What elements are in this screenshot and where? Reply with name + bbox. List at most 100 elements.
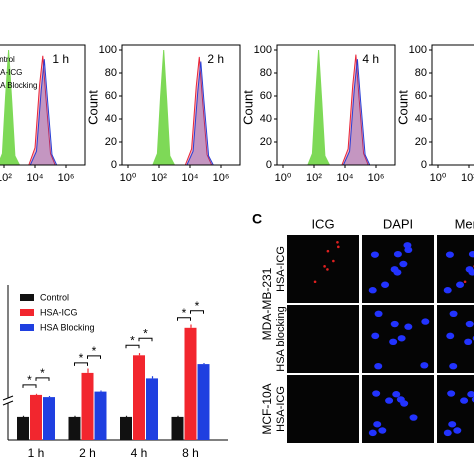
significance-bracket bbox=[87, 355, 101, 359]
y-tick-label: 60 bbox=[415, 90, 427, 102]
nucleus bbox=[445, 251, 454, 258]
x-tick-label: 10⁶ bbox=[213, 172, 230, 184]
nucleus bbox=[449, 310, 458, 318]
bar bbox=[17, 416, 29, 440]
row-label: HSA-ICG bbox=[275, 386, 287, 432]
significance-bracket bbox=[74, 362, 88, 366]
y-axis-label: Count bbox=[240, 90, 255, 125]
x-tick-label: 10² bbox=[151, 172, 167, 184]
nucleus bbox=[374, 310, 383, 318]
bar bbox=[184, 327, 197, 440]
legend-swatch bbox=[20, 309, 34, 316]
histogram bbox=[342, 59, 371, 166]
axis-break-mark bbox=[2, 395, 14, 401]
x-tick-label: 10² bbox=[306, 172, 322, 184]
nucleus bbox=[467, 391, 474, 398]
y-tick-label: 0 bbox=[266, 159, 272, 171]
icg-signal bbox=[463, 280, 467, 284]
legend-label: Control bbox=[40, 292, 69, 302]
bar bbox=[43, 397, 55, 440]
nucleus bbox=[368, 287, 377, 294]
significance-star: * bbox=[27, 373, 32, 387]
nucleus bbox=[404, 246, 413, 254]
nucleus bbox=[373, 421, 382, 428]
significance-star: * bbox=[182, 306, 187, 320]
y-tick-label: 40 bbox=[105, 113, 117, 125]
x-tick-label: 10² bbox=[0, 172, 12, 184]
significance-star: * bbox=[143, 326, 148, 340]
y-tick-label: 60 bbox=[105, 90, 117, 102]
legend-label: HSA-ICG bbox=[0, 68, 22, 77]
icg-signal bbox=[326, 268, 329, 271]
panel-time: 1 h bbox=[52, 52, 69, 66]
significance-bracket bbox=[138, 337, 153, 342]
x-tick-label: 2 h bbox=[79, 446, 96, 460]
bar bbox=[171, 416, 184, 440]
x-tick-label: 10⁰ bbox=[275, 172, 292, 184]
bar bbox=[94, 391, 107, 440]
panel-label: C bbox=[252, 211, 262, 227]
nucleus bbox=[390, 320, 399, 328]
y-tick-label: 0 bbox=[111, 159, 117, 171]
nucleus bbox=[449, 362, 458, 370]
significance-star: * bbox=[40, 366, 45, 380]
nucleus bbox=[468, 250, 474, 258]
nucleus bbox=[381, 281, 390, 288]
y-tick-label: 40 bbox=[260, 113, 272, 125]
legend-swatch bbox=[20, 294, 34, 301]
nucleus bbox=[399, 260, 408, 268]
icg-signal bbox=[313, 280, 317, 284]
y-tick-label: 100 bbox=[99, 44, 117, 56]
nucleus bbox=[465, 266, 474, 273]
y-axis-label: Count bbox=[395, 90, 410, 125]
group-label: MDA-MB-231 bbox=[260, 267, 274, 340]
nucleus bbox=[446, 332, 455, 340]
nucleus bbox=[378, 427, 387, 434]
nucleus bbox=[447, 390, 456, 397]
legend-label: Control bbox=[0, 55, 15, 64]
significance-star: * bbox=[92, 344, 97, 358]
icg-signal bbox=[337, 245, 340, 249]
bar bbox=[120, 416, 132, 440]
significance-bracket bbox=[190, 310, 204, 314]
micrograph bbox=[287, 305, 359, 373]
histogram bbox=[28, 55, 56, 166]
panel-time: 4 h bbox=[362, 52, 379, 66]
nucleus bbox=[453, 427, 462, 434]
significance-bracket bbox=[35, 377, 50, 381]
x-tick-label: 4 h bbox=[131, 446, 148, 460]
bar bbox=[133, 355, 145, 440]
column-header: DAPI bbox=[383, 216, 413, 231]
icg-signal bbox=[323, 265, 326, 268]
bar bbox=[146, 378, 158, 440]
y-tick-label: 20 bbox=[260, 136, 272, 148]
y-tick-label: 0 bbox=[421, 159, 427, 171]
x-tick-label: 10⁶ bbox=[58, 172, 75, 184]
nucleus bbox=[460, 397, 469, 404]
bar bbox=[197, 364, 210, 440]
column-header: ICG bbox=[311, 216, 334, 231]
nucleus bbox=[456, 281, 465, 288]
nucleus bbox=[443, 287, 452, 294]
significance-bracket bbox=[125, 344, 140, 349]
nucleus bbox=[372, 390, 381, 397]
significance-bracket bbox=[22, 384, 37, 388]
icg-signal bbox=[332, 259, 335, 263]
bar bbox=[81, 372, 94, 440]
nucleus bbox=[389, 338, 398, 346]
nucleus bbox=[393, 250, 402, 258]
significance-star: * bbox=[195, 299, 200, 313]
y-tick-label: 80 bbox=[105, 67, 117, 79]
y-tick-label: 20 bbox=[415, 136, 427, 148]
nucleus bbox=[368, 429, 377, 437]
plot-frame bbox=[121, 44, 241, 166]
x-tick-label: 10⁰ bbox=[120, 172, 137, 184]
x-tick-label: 10⁴ bbox=[182, 172, 199, 184]
legend-label: HSA Blocking bbox=[0, 81, 37, 90]
histogram bbox=[184, 56, 213, 166]
histogram bbox=[341, 54, 370, 166]
bar bbox=[68, 416, 81, 440]
row-label: HSA blocking bbox=[275, 306, 287, 371]
histogram bbox=[186, 61, 215, 166]
nucleus bbox=[385, 397, 394, 404]
